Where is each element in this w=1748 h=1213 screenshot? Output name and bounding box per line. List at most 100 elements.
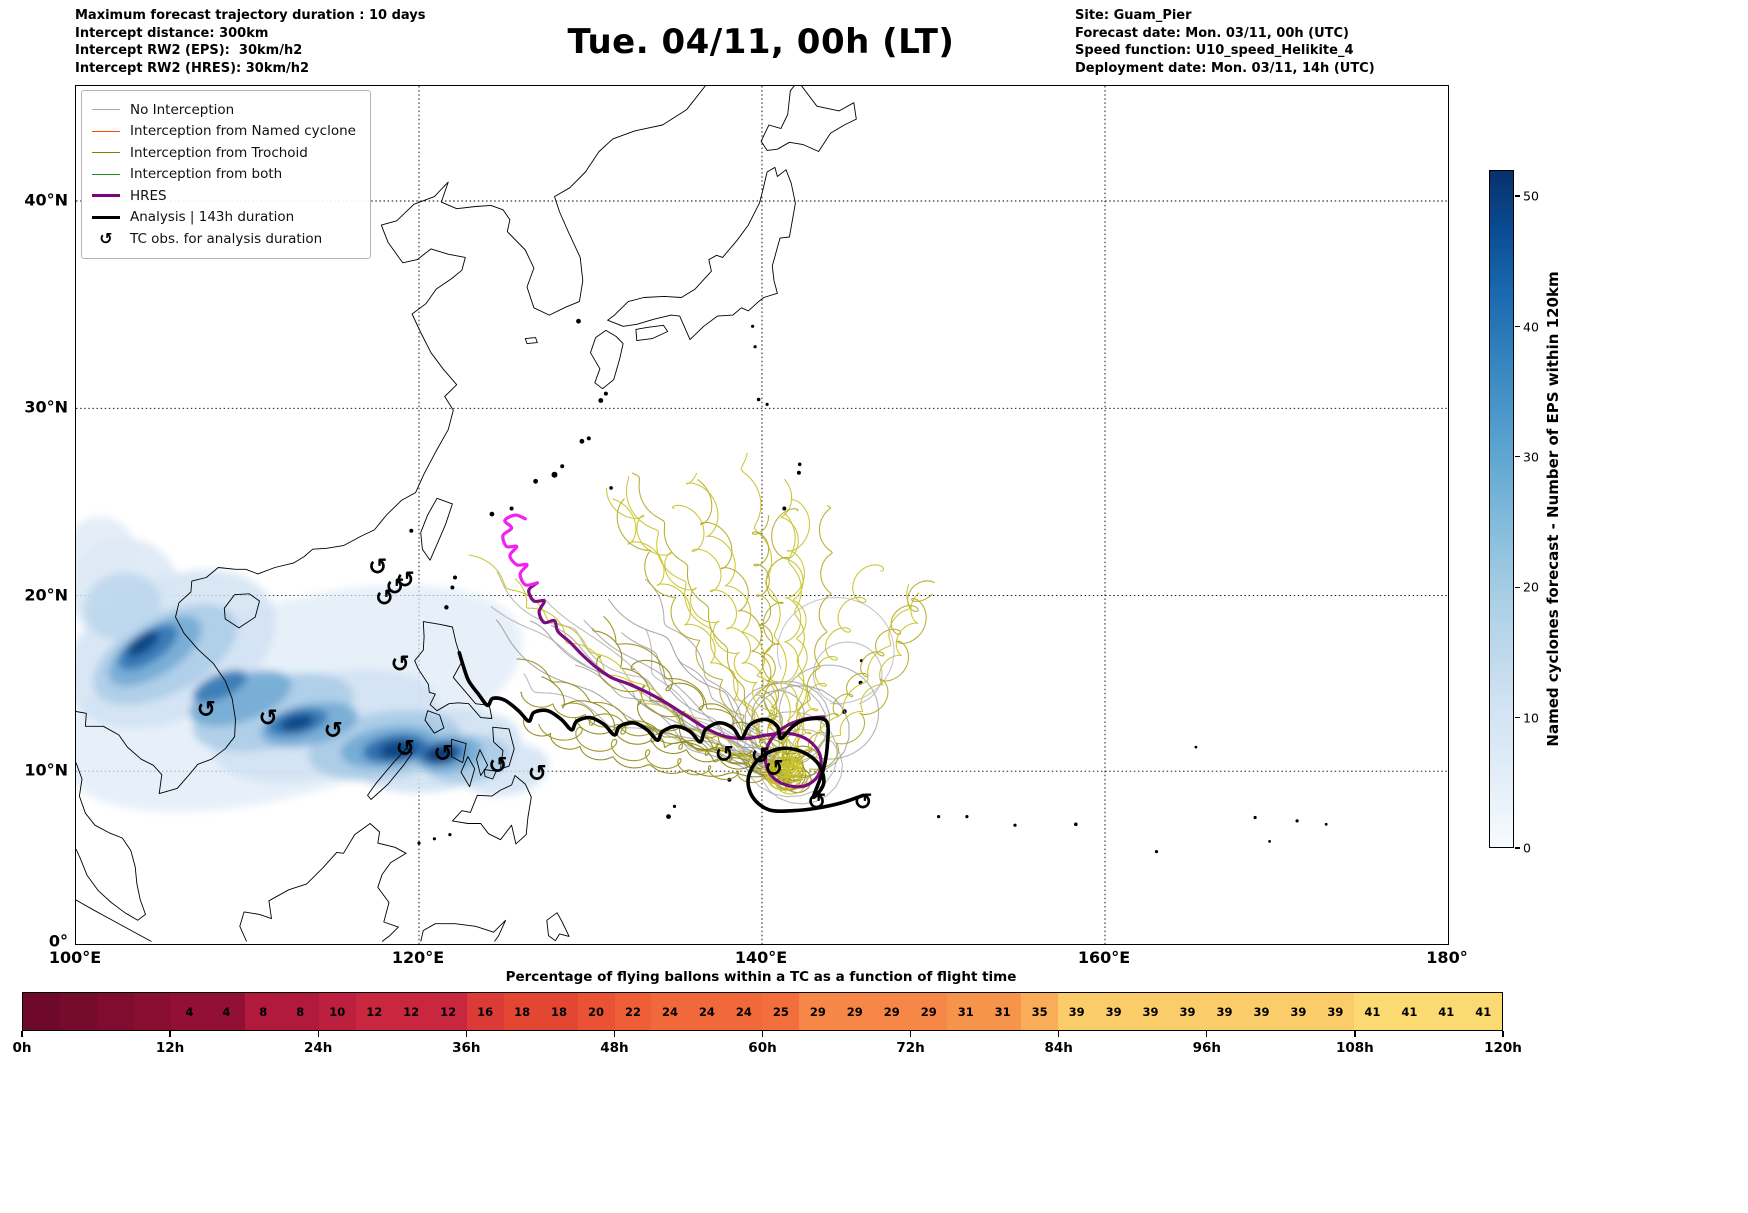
flight-strip-cell: 29 xyxy=(873,993,911,1030)
legend-line-sample xyxy=(92,194,120,198)
tc-obs-marker: ↺ xyxy=(375,585,394,611)
flight-strip-tick-label: 24h xyxy=(303,1040,333,1056)
coastline xyxy=(492,726,515,770)
legend-line-sample xyxy=(92,152,120,154)
header-line: Maximum forecast trajectory duration : 1… xyxy=(75,8,426,23)
flight-strip-tick xyxy=(465,1031,467,1037)
flight-strip-cell: 39 xyxy=(1316,993,1354,1030)
flight-strip-tick-label: 36h xyxy=(452,1040,481,1056)
island-dot xyxy=(796,470,801,475)
hres-track xyxy=(527,581,826,789)
island-dot xyxy=(672,804,677,809)
island-dot xyxy=(782,506,787,511)
flight-strip-tick-label: 60h xyxy=(748,1040,777,1056)
flight-strip-tick-label: 120h xyxy=(1484,1040,1522,1056)
colorbar-tick-label: 50 xyxy=(1523,188,1539,204)
header-left: Maximum forecast trajectory duration : 1… xyxy=(75,7,426,77)
flight-strip-tick-label: 12h xyxy=(155,1040,185,1056)
flight-strip-tick-label: 96h xyxy=(1192,1040,1221,1056)
island-dot xyxy=(1013,823,1017,827)
flight-strip-cell: 39 xyxy=(1132,993,1170,1030)
legend-label: Interception from both xyxy=(130,166,283,183)
trajectory-trochoid xyxy=(761,508,799,778)
coastline xyxy=(483,769,497,780)
island-dot xyxy=(489,511,495,517)
trajectory-trochoid xyxy=(768,592,920,791)
legend-swatch-line xyxy=(92,173,120,175)
coastline xyxy=(760,86,857,152)
header-line: Intercept RW2 (HRES): 30km/h2 xyxy=(75,60,310,76)
flight-strip-cell: 12 xyxy=(429,993,467,1030)
tc-obs-marker: ↺ xyxy=(751,744,770,770)
legend-row: ↺ TC obs. for analysis duration xyxy=(92,228,356,250)
island-dot xyxy=(965,815,969,819)
colorbar-tick xyxy=(1515,456,1520,458)
island-dot xyxy=(1253,815,1257,820)
legend-row: No Interception xyxy=(92,99,356,121)
legend-swatch-line xyxy=(92,130,120,132)
map-panel: ↺ ↺ ↺ ↺ ↺ ↺ ↺ ↺ ↺ ↺ ↺ ↺ ↺ ↺ ↺ ↺ ↺ No Interception Interce… xyxy=(75,85,1449,945)
island-dot xyxy=(797,462,802,467)
tc-obs-layer: ↺ ↺ ↺↺ ↺ ↺ ↺↺↺↺ ↺↺↺↺↺↺↺ xyxy=(197,555,873,816)
flight-strip-cell: 18 xyxy=(503,993,541,1030)
flight-strip-tick xyxy=(1354,1031,1356,1037)
lon-tick-label: 100°E xyxy=(48,948,102,967)
flight-strip-cell: 39 xyxy=(1095,993,1133,1030)
trajectory-trochoid xyxy=(796,564,885,776)
flight-strip-cell: 22 xyxy=(614,993,652,1030)
trajectory-trochoid xyxy=(784,499,811,757)
island-dot xyxy=(1194,745,1198,749)
header-line: Forecast date: Mon. 03/11, 00h (UTC) xyxy=(1075,25,1350,41)
flight-strip-cell: 24 xyxy=(688,993,726,1030)
flight-strip-tick xyxy=(613,1031,616,1037)
flight-strip-cell xyxy=(59,993,97,1030)
density-blob xyxy=(126,631,160,657)
tc-obs-marker: ↺ xyxy=(854,789,873,815)
tc-obs-marker: ↺ xyxy=(390,651,409,677)
trajectory-trochoid xyxy=(516,658,801,781)
density-blob xyxy=(83,572,162,641)
tc-obs-marker: ↺ xyxy=(385,575,404,601)
island-dot xyxy=(765,402,769,406)
legend-row: Interception from both xyxy=(92,164,356,186)
coastline xyxy=(76,86,706,795)
trajectory-trochoid xyxy=(796,580,935,762)
flight-strip-cell: 41 xyxy=(1427,993,1465,1030)
flight-strip-tick xyxy=(21,1031,23,1037)
header-right: Site: Guam_Pier Forecast date: Mon. 03/11… xyxy=(1075,7,1375,77)
coastline xyxy=(420,497,453,561)
lat-tick-label: 30°N xyxy=(24,397,68,417)
flight-strip-cell: 39 xyxy=(1242,993,1280,1030)
coastline xyxy=(476,749,489,776)
island-dot xyxy=(409,528,414,533)
legend-label: Analysis | 143h duration xyxy=(130,209,295,226)
flight-strip-tick xyxy=(1058,1031,1060,1037)
tc-obs-marker: ↺ xyxy=(528,761,547,787)
legend-label: Interception from Named cyclone xyxy=(130,123,356,140)
island-dot xyxy=(1324,822,1328,826)
coastline xyxy=(420,919,507,942)
header-line: Speed function: U10_speed_Helikite_4 xyxy=(1075,43,1354,58)
trajectory-trochoid xyxy=(751,515,804,779)
colorbar-tick xyxy=(1515,847,1520,849)
colorbar-tick-label: 30 xyxy=(1523,449,1539,465)
tc-obs-marker: ↺ xyxy=(433,741,452,767)
coastline xyxy=(424,710,445,734)
island-dot xyxy=(586,436,591,441)
flight-strip-tick-label: 72h xyxy=(896,1040,925,1056)
flight-strip-cell: 16 xyxy=(466,993,504,1030)
coastline xyxy=(635,324,669,342)
island-dot xyxy=(603,391,608,396)
flight-strip-cell: 24 xyxy=(651,993,689,1030)
coastlines xyxy=(76,86,1328,942)
colorbar-tick xyxy=(1515,717,1520,719)
trajectory-trochoid xyxy=(740,452,808,795)
tc-obs-marker: ↺ xyxy=(396,736,415,762)
island-dot xyxy=(432,837,436,841)
header-line: Site: Guam_Pier xyxy=(1075,8,1192,23)
legend-label: No Interception xyxy=(130,101,235,118)
flight-strip-cell: 20 xyxy=(577,993,615,1030)
lat-tick-label: 0° xyxy=(48,931,68,950)
coastline xyxy=(76,899,152,942)
